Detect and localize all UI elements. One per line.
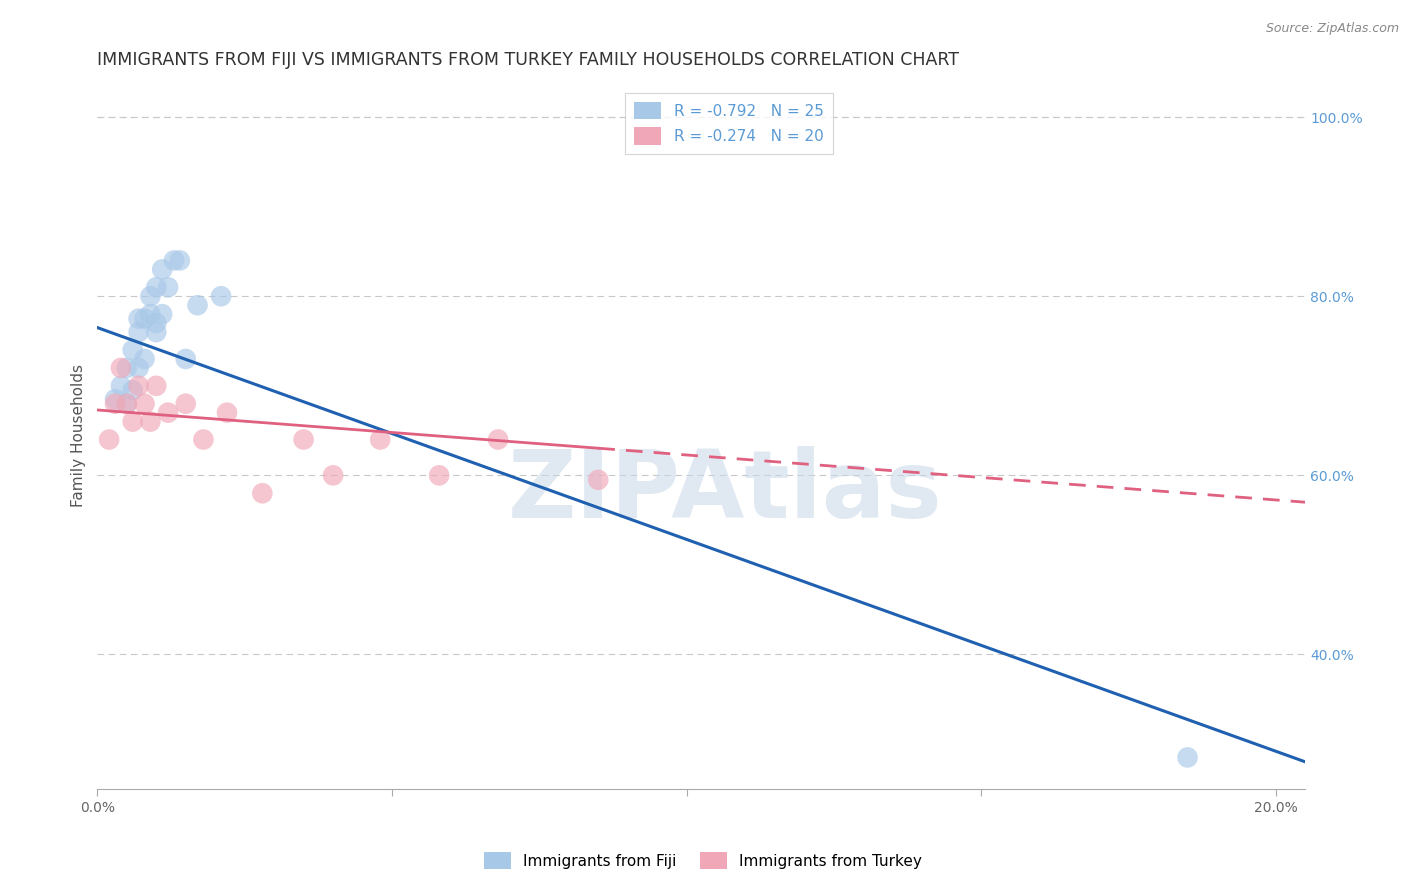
Point bbox=[115, 397, 138, 411]
Y-axis label: Family Households: Family Households bbox=[72, 364, 86, 507]
Point bbox=[1177, 750, 1199, 764]
Point bbox=[134, 397, 156, 411]
Legend: R = -0.792   N = 25, R = -0.274   N = 20: R = -0.792 N = 25, R = -0.274 N = 20 bbox=[624, 93, 832, 153]
Point bbox=[163, 253, 186, 268]
Point bbox=[121, 384, 143, 398]
Point bbox=[145, 316, 167, 330]
Point bbox=[368, 433, 391, 447]
Point bbox=[139, 307, 162, 321]
Point bbox=[157, 406, 180, 420]
Point bbox=[186, 298, 208, 312]
Point bbox=[157, 280, 180, 294]
Point bbox=[110, 360, 132, 375]
Point bbox=[209, 289, 232, 303]
Point bbox=[115, 397, 138, 411]
Point bbox=[169, 253, 191, 268]
Point bbox=[104, 392, 127, 407]
Point bbox=[139, 289, 162, 303]
Text: IMMIGRANTS FROM FIJI VS IMMIGRANTS FROM TURKEY FAMILY HOUSEHOLDS CORRELATION CHA: IMMIGRANTS FROM FIJI VS IMMIGRANTS FROM … bbox=[97, 51, 959, 69]
Point bbox=[150, 262, 173, 277]
Point bbox=[427, 468, 450, 483]
Point bbox=[139, 415, 162, 429]
Legend: Immigrants from Fiji, Immigrants from Turkey: Immigrants from Fiji, Immigrants from Tu… bbox=[478, 846, 928, 875]
Point bbox=[134, 351, 156, 366]
Point bbox=[145, 280, 167, 294]
Point bbox=[215, 406, 238, 420]
Point bbox=[145, 325, 167, 339]
Point bbox=[586, 473, 609, 487]
Point bbox=[104, 397, 127, 411]
Point bbox=[150, 307, 173, 321]
Point bbox=[128, 379, 150, 393]
Point bbox=[121, 415, 143, 429]
Point bbox=[121, 343, 143, 357]
Point bbox=[174, 397, 197, 411]
Point bbox=[128, 311, 150, 326]
Point bbox=[128, 325, 150, 339]
Point bbox=[174, 351, 197, 366]
Point bbox=[110, 379, 132, 393]
Point bbox=[128, 360, 150, 375]
Text: Source: ZipAtlas.com: Source: ZipAtlas.com bbox=[1265, 22, 1399, 36]
Point bbox=[115, 360, 138, 375]
Point bbox=[134, 311, 156, 326]
Point bbox=[145, 379, 167, 393]
Point bbox=[292, 433, 315, 447]
Point bbox=[98, 433, 121, 447]
Point bbox=[193, 433, 215, 447]
Point bbox=[486, 433, 509, 447]
Text: ZIPAtlas: ZIPAtlas bbox=[508, 446, 943, 538]
Point bbox=[252, 486, 274, 500]
Point bbox=[322, 468, 344, 483]
